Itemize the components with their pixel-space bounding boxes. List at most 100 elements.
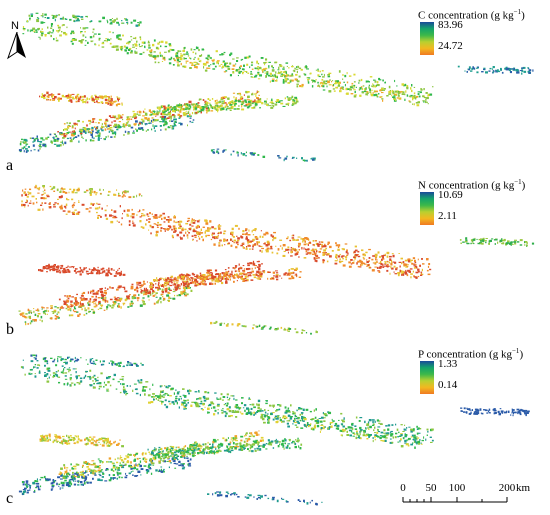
map-pixel [362,87,364,91]
map-pixel [245,273,248,276]
map-pixel [292,100,294,103]
map-pixel [214,107,216,110]
map-pixel [165,279,168,281]
map-pixel [87,291,90,294]
map-pixel [255,230,257,232]
map-pixel [227,107,231,110]
map-pixel [117,299,121,302]
map-pixel [423,88,425,91]
map-pixel [180,291,182,293]
map-pixel [308,251,312,255]
map-pixel [302,238,305,240]
map-pixel [86,476,88,479]
map-pixel [142,115,145,117]
map-pixel [522,66,526,69]
map-pixel [80,132,83,135]
map-pixel [46,363,49,365]
map-pixel [85,129,87,132]
map-pixel [349,426,352,429]
map-pixel [371,85,374,87]
map-pixel [114,100,117,103]
map-pixel [201,48,204,51]
map-pixel [254,267,256,269]
map-pixel [189,458,192,461]
map-pixel [87,101,89,104]
map-pixel [225,412,228,415]
map-pixel [181,227,184,229]
map-pixel [335,82,338,84]
map-pixel [323,420,326,422]
map-pixel [291,95,294,99]
map-pixel [65,133,68,135]
map-pixel [392,254,395,258]
map-pixel [169,125,172,127]
map-pixel [63,303,67,305]
map-pixel [69,482,71,485]
map-pixel [220,231,222,234]
map-pixel [156,119,159,121]
map-pixel [412,257,416,260]
map-pixel [122,191,124,193]
map-pixel [219,54,222,56]
map-pixel [423,96,427,99]
map-pixel [139,53,143,55]
map-pixel [30,373,33,375]
map-pixel [211,149,213,152]
map-pixel [69,94,72,96]
map-pixel [334,422,338,425]
map-pixel [75,311,79,313]
map-pixel [34,364,37,366]
map-pixel [117,126,121,129]
map-pixel [35,486,38,489]
map-pixel [77,120,80,123]
map-pixel [177,104,180,107]
map-pixel [121,217,123,220]
map-pixel [201,106,205,108]
map-pixel [56,270,59,273]
map-pixel [258,100,262,103]
map-pixel [183,288,186,291]
map-pixel [196,62,198,64]
map-pixel [248,411,252,414]
map-pixel [162,290,165,294]
map-pixel [513,241,517,243]
map-pixel [210,238,213,241]
map-pixel [315,69,318,71]
map-pixel [58,196,62,199]
map-pixel [40,21,44,24]
map-pixel [270,106,274,109]
map-pixel [59,306,63,309]
map-pixel [183,53,186,56]
map-pixel [138,43,140,46]
map-pixel [195,402,199,405]
map-pixel [71,127,74,129]
map-pixel [46,195,50,198]
map-pixel [296,251,299,254]
map-pixel [114,124,118,127]
map-pixel [313,251,316,253]
map-pixel [47,478,51,481]
map-pixel [217,412,219,415]
map-pixel [274,415,278,417]
map-pixel [327,241,330,244]
map-pixel [228,102,230,104]
map-pixel [53,133,56,135]
map-pixel [410,276,412,279]
map-pixel [513,67,515,71]
map-pixel [472,66,474,69]
map-pixel [163,221,166,223]
map-pixel [136,290,139,293]
map-pixel [22,33,25,35]
map-pixel [133,466,136,470]
map-pixel [429,436,432,438]
map-pixel [20,366,23,369]
map-pixel [117,22,119,24]
map-pixel [77,484,80,486]
map-pixel [187,283,190,285]
map-pixel [378,266,382,269]
map-pixel [77,211,81,213]
map-pixel [57,198,59,200]
map-pixel [334,80,338,83]
map-pixel [157,395,161,398]
map-pixel [221,107,225,110]
